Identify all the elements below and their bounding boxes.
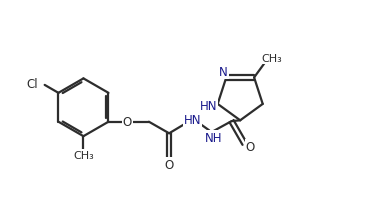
Text: O: O <box>123 116 132 129</box>
Text: N: N <box>219 66 228 79</box>
Text: CH₃: CH₃ <box>73 150 94 160</box>
Text: CH₃: CH₃ <box>262 54 282 64</box>
Text: HN: HN <box>183 114 201 126</box>
Text: Cl: Cl <box>27 78 38 91</box>
Text: HN: HN <box>200 99 217 112</box>
Text: O: O <box>164 158 174 171</box>
Text: NH: NH <box>205 131 222 144</box>
Text: O: O <box>246 140 255 153</box>
